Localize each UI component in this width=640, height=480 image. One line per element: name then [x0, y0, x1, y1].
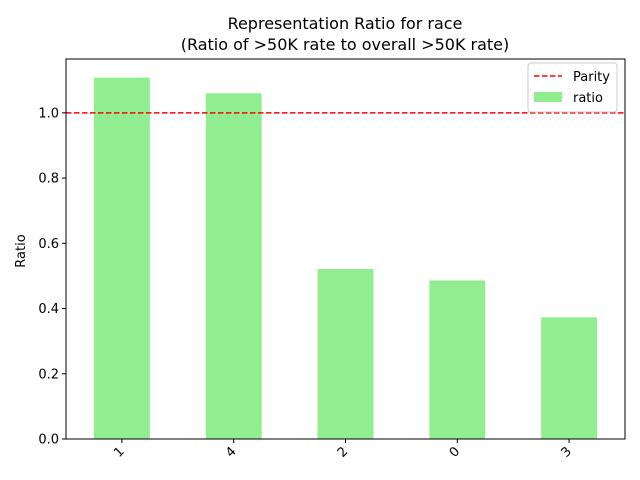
bar-1 — [93, 77, 150, 439]
bar-0 — [429, 280, 486, 439]
chart-subtitle: (Ratio of >50K rate to overall >50K rate… — [181, 35, 510, 54]
y-tick-label: 1.0 — [38, 106, 59, 121]
legend-parity-label: Parity — [573, 70, 610, 85]
y-tick-label: 0.2 — [38, 367, 59, 382]
bar-2 — [317, 269, 374, 439]
y-tick-label: 0.0 — [38, 433, 59, 448]
y-tick-label: 0.4 — [38, 302, 59, 317]
plot-area: 0.00.20.40.60.81.01 4 2 0 3 — [38, 58, 626, 461]
y-tick-label: 0.8 — [38, 172, 59, 187]
chart-title: Representation Ratio for race — [228, 14, 463, 33]
y-axis-label: Ratio — [14, 234, 29, 267]
legend-ratio-label: ratio — [573, 91, 603, 106]
bar-4 — [205, 93, 262, 439]
legend-ratio-swatch — [534, 92, 562, 102]
y-tick-label: 0.6 — [38, 237, 59, 252]
bar-3 — [541, 317, 598, 439]
legend: Parity ratio — [527, 62, 618, 113]
